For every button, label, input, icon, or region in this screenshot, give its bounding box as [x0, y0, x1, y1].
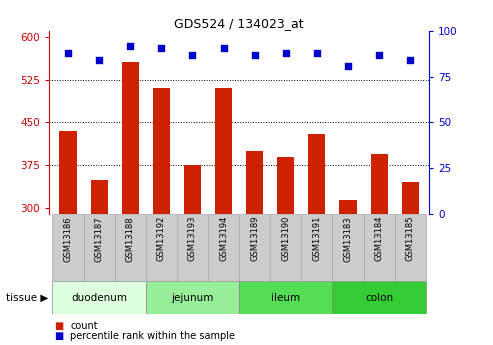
- Point: [375, 52, 383, 58]
- Bar: [402, 183, 419, 214]
- Point: [344, 63, 352, 69]
- Text: GSM13192: GSM13192: [157, 216, 166, 261]
- Bar: [115, 214, 146, 281]
- Text: GSM13183: GSM13183: [344, 216, 352, 262]
- Point: [157, 45, 165, 50]
- Bar: [239, 214, 270, 281]
- Text: tissue ▶: tissue ▶: [6, 293, 49, 303]
- Bar: [153, 88, 170, 214]
- Bar: [277, 157, 294, 214]
- Bar: [363, 214, 395, 281]
- Bar: [340, 200, 356, 214]
- Point: [282, 50, 290, 56]
- Bar: [371, 154, 387, 214]
- Bar: [332, 281, 426, 314]
- Bar: [332, 214, 363, 281]
- Point: [251, 52, 259, 58]
- Bar: [184, 165, 201, 214]
- Text: GSM13186: GSM13186: [64, 216, 72, 262]
- Point: [126, 43, 134, 48]
- Point: [95, 58, 103, 63]
- Bar: [270, 214, 301, 281]
- Bar: [215, 88, 232, 214]
- Bar: [308, 134, 325, 214]
- Text: GSM13185: GSM13185: [406, 216, 415, 262]
- Text: jejunum: jejunum: [171, 293, 213, 303]
- Text: GSM13184: GSM13184: [375, 216, 384, 262]
- Bar: [246, 151, 263, 214]
- Text: percentile rank within the sample: percentile rank within the sample: [70, 332, 235, 341]
- Point: [313, 50, 321, 56]
- Bar: [52, 281, 146, 314]
- Bar: [208, 214, 239, 281]
- Bar: [177, 214, 208, 281]
- Bar: [60, 131, 76, 214]
- Text: GSM13187: GSM13187: [95, 216, 104, 262]
- Point: [64, 50, 72, 56]
- Bar: [83, 214, 115, 281]
- Bar: [52, 214, 83, 281]
- Bar: [301, 214, 332, 281]
- Title: GDS524 / 134023_at: GDS524 / 134023_at: [175, 17, 304, 30]
- Text: count: count: [70, 321, 98, 331]
- Text: GSM13189: GSM13189: [250, 216, 259, 262]
- Bar: [122, 62, 139, 214]
- Bar: [395, 214, 426, 281]
- Text: GSM13188: GSM13188: [126, 216, 135, 262]
- Point: [219, 45, 227, 50]
- Bar: [146, 281, 239, 314]
- Text: GSM13190: GSM13190: [282, 216, 290, 261]
- Text: GSM13194: GSM13194: [219, 216, 228, 261]
- Text: ileum: ileum: [271, 293, 300, 303]
- Bar: [146, 214, 177, 281]
- Point: [188, 52, 196, 58]
- Text: GSM13193: GSM13193: [188, 216, 197, 262]
- Point: [406, 58, 414, 63]
- Text: colon: colon: [365, 293, 393, 303]
- Bar: [239, 281, 332, 314]
- Text: ■: ■: [54, 332, 64, 341]
- Text: ■: ■: [54, 321, 64, 331]
- Text: duodenum: duodenum: [71, 293, 127, 303]
- Text: GSM13191: GSM13191: [313, 216, 321, 261]
- Bar: [91, 180, 107, 214]
